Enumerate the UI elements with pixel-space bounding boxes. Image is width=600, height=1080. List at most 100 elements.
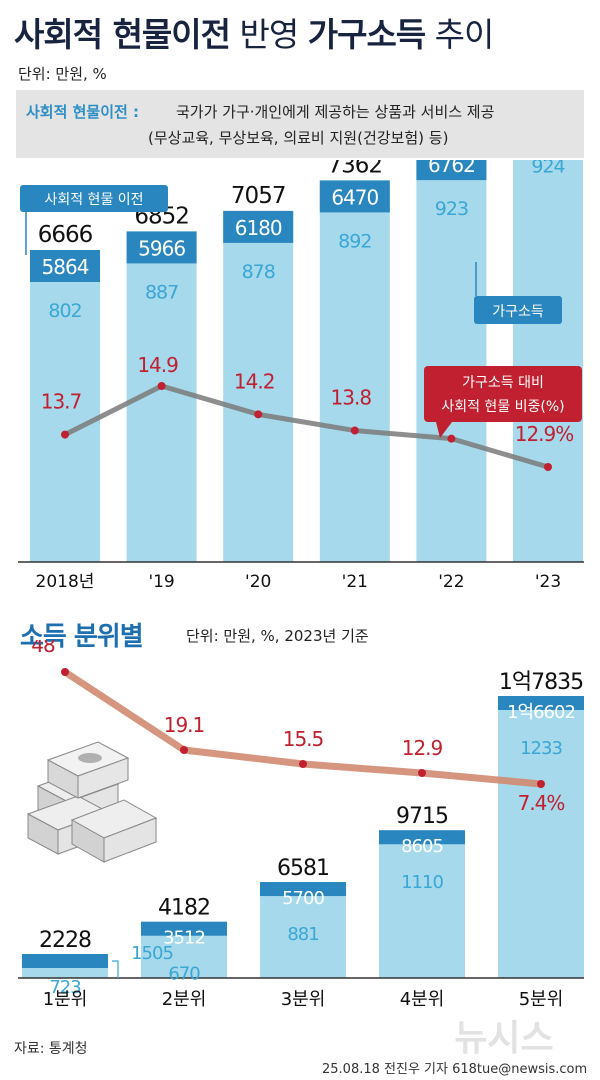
income-label: 1억6602 [507,702,575,723]
income-label: 3512 [163,928,205,949]
chart1-bars [30,160,583,562]
bar-income-band [223,210,294,243]
legend-ratio-line2: 사회적 현물 비중(%) [441,399,564,415]
transfer-label: 892 [338,230,371,252]
bar-income-band [30,250,100,282]
bar-income-band [260,882,346,897]
ratio-point [254,410,263,419]
legend-ratio-line1: 가구소득 대비 [462,375,544,391]
x-tick-label: '21 [342,572,368,592]
bar-total [260,882,346,978]
legend-in-kind-label: 사회적 현물 이전 [44,192,143,208]
ratio-point [61,430,69,439]
x-tick-label: '23 [535,572,561,592]
ratio-label: 14.9 [137,353,178,377]
chart1-ratio-line [61,382,552,471]
bar-total [319,180,390,562]
bar-income-band [126,231,197,264]
definition-box: 사회적 현물이전 : 국가가 가구·개인에게 제공하는 상품과 서비스 제공 (… [16,90,584,158]
ratio-label: 13.8 [331,386,372,410]
legend-household-income: 가구소득 [474,262,562,324]
x-tick-label: '20 [245,572,271,592]
income-label: 5864 [42,255,89,279]
ratio-point [537,780,545,788]
total-label: 6666 [38,222,93,248]
transfer-label: 923 [435,198,468,220]
transfer-label: 670 [168,964,200,985]
ratio-point [299,760,307,768]
income-label: 8605 [401,836,443,857]
bar-total [30,250,100,562]
bar-income-band [319,180,390,213]
total-label: 7057 [231,183,286,209]
transfer-label: 924 [531,160,565,178]
transfer-label: 1233 [520,738,562,759]
transfer-label: 878 [242,261,275,283]
definition-text: 국가가 가구·개인에게 제공하는 상품과 서비스 제공 [176,103,495,121]
ratio-point [447,434,456,443]
ratio-point [418,769,426,777]
x-tick-label: 2018년 [36,572,95,592]
ratio-label: 13.7 [41,390,82,414]
bar-income-band [22,954,108,968]
section2-title: 소득 분위별 [20,622,144,652]
total-label: 9715 [396,804,448,829]
money-bundle-icon [26,741,158,863]
transfer-label: 1110 [401,872,443,893]
ratio-label: 14.2 [234,369,275,393]
total-label: 6581 [277,856,329,881]
chart2-bars [22,696,584,978]
bar-income-band [141,921,227,936]
ratio-label: 19.1 [164,713,205,737]
byline: 25.08.18 전진우 기자 618tue@newsis.com [322,1062,588,1077]
newsis-logo: 뉴시스 [454,1018,553,1058]
total-label: 1억7835 [499,670,583,695]
legend-in-kind-transfer: 사회적 현물 이전 [20,185,168,255]
ratio-label: 15.5 [283,727,324,751]
ratio-label: 48 [31,640,55,657]
x-tick-label: 4분위 [400,989,445,1010]
total-label: 2228 [39,928,91,953]
ratio-point [180,746,188,754]
bar-total [379,830,465,978]
x-tick-label: 3분위 [281,989,326,1010]
ratio-point [544,463,552,471]
income-label: 6470 [331,185,378,209]
unit-label: 단위: 만원, % [18,65,107,83]
ratio-point [350,426,359,435]
section2-unit: 단위: 만원, %, 2023년 기준 [186,627,369,645]
total-label: 7362 [328,160,383,178]
ratio-label: 12.9% [515,422,574,446]
bar-total [498,696,584,978]
ratio-label: 7.4% [518,791,565,815]
bar-income-band [379,830,465,845]
transfer-label: 802 [48,300,81,322]
legend-ratio: 가구소득 대비 사회적 현물 비중(%) [424,366,582,438]
definition-examples: (무상교육, 무상보육, 의료비 지원(건강보험) 등) [148,129,449,147]
definition-term: 사회적 현물이전 : [26,103,140,121]
total-label: 4182 [158,896,210,921]
ratio-point [157,382,166,390]
watermark-text: 뉴시스 [454,1018,553,1058]
bar-income-band [416,160,487,181]
bar-total [513,160,583,562]
yearly-income-chart: 666658648022018년68525966887'197057618087… [18,160,584,592]
chart2-ratio-line [61,668,545,788]
bar-income-band [498,696,584,710]
x-tick-label: 2분위 [162,989,207,1010]
bar-total [416,160,487,562]
ratio-line [63,383,549,470]
transfer-label: 881 [287,924,318,945]
transfer-label: 723 [49,977,81,998]
income-label: 6762 [428,160,475,177]
income-label: 5700 [282,888,324,909]
ratio-point [61,668,69,676]
income-callout-line [112,960,119,978]
x-tick-label: 1분위 [43,989,88,1010]
transfer-label: 887 [145,281,178,303]
page-title: 사회적 현물이전 반영 가구소득 추이 [14,15,494,54]
x-tick-label: '19 [148,572,174,592]
legend-income-label: 가구소득 [492,304,544,320]
source-label: 자료: 통계청 [14,1041,88,1057]
